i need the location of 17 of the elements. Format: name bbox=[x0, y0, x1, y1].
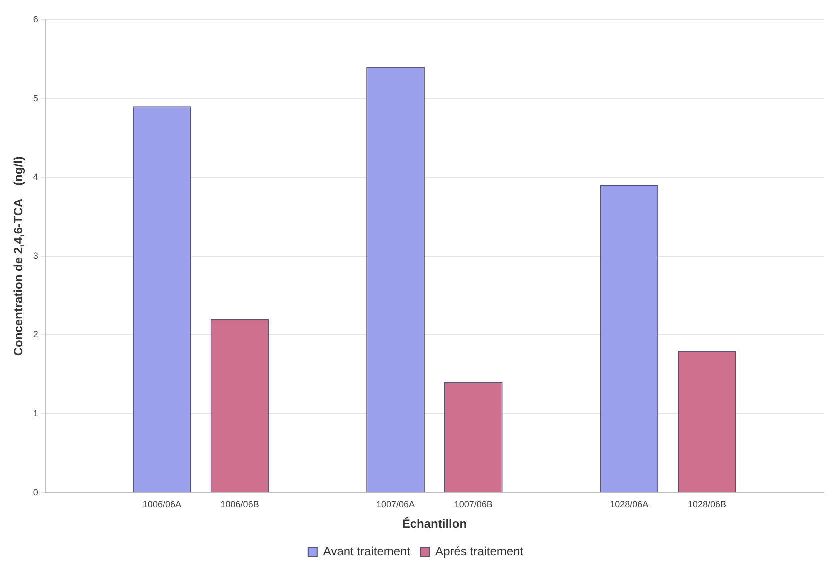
x-tick-label: 1028/06A bbox=[610, 500, 649, 510]
y-tick-label: 6 bbox=[33, 14, 38, 24]
x-tick-label: 1006/06B bbox=[220, 500, 260, 510]
x-tick-label: 1007/06A bbox=[376, 500, 416, 510]
y-tick-label: 0 bbox=[33, 487, 38, 498]
y-tick-label: 4 bbox=[33, 172, 38, 182]
y-tick-label: 3 bbox=[33, 250, 38, 261]
y-tick-label: 5 bbox=[33, 93, 38, 104]
x-tick-label: 1007/06B bbox=[454, 500, 493, 510]
x-tick-label: 1028/06B bbox=[688, 500, 726, 510]
x-axis-title: Échantillon bbox=[402, 517, 468, 532]
legend-label: Avant traitement bbox=[323, 544, 412, 558]
legend-label: Aprés traitement bbox=[436, 544, 524, 558]
y-axis-title: Concentration de 2,4,6-TCA (ng/l) bbox=[12, 156, 26, 356]
y-tick-label: 1 bbox=[33, 408, 38, 418]
x-tick-label: 1006/06A bbox=[142, 500, 182, 510]
y-tick-label: 2 bbox=[33, 330, 38, 340]
